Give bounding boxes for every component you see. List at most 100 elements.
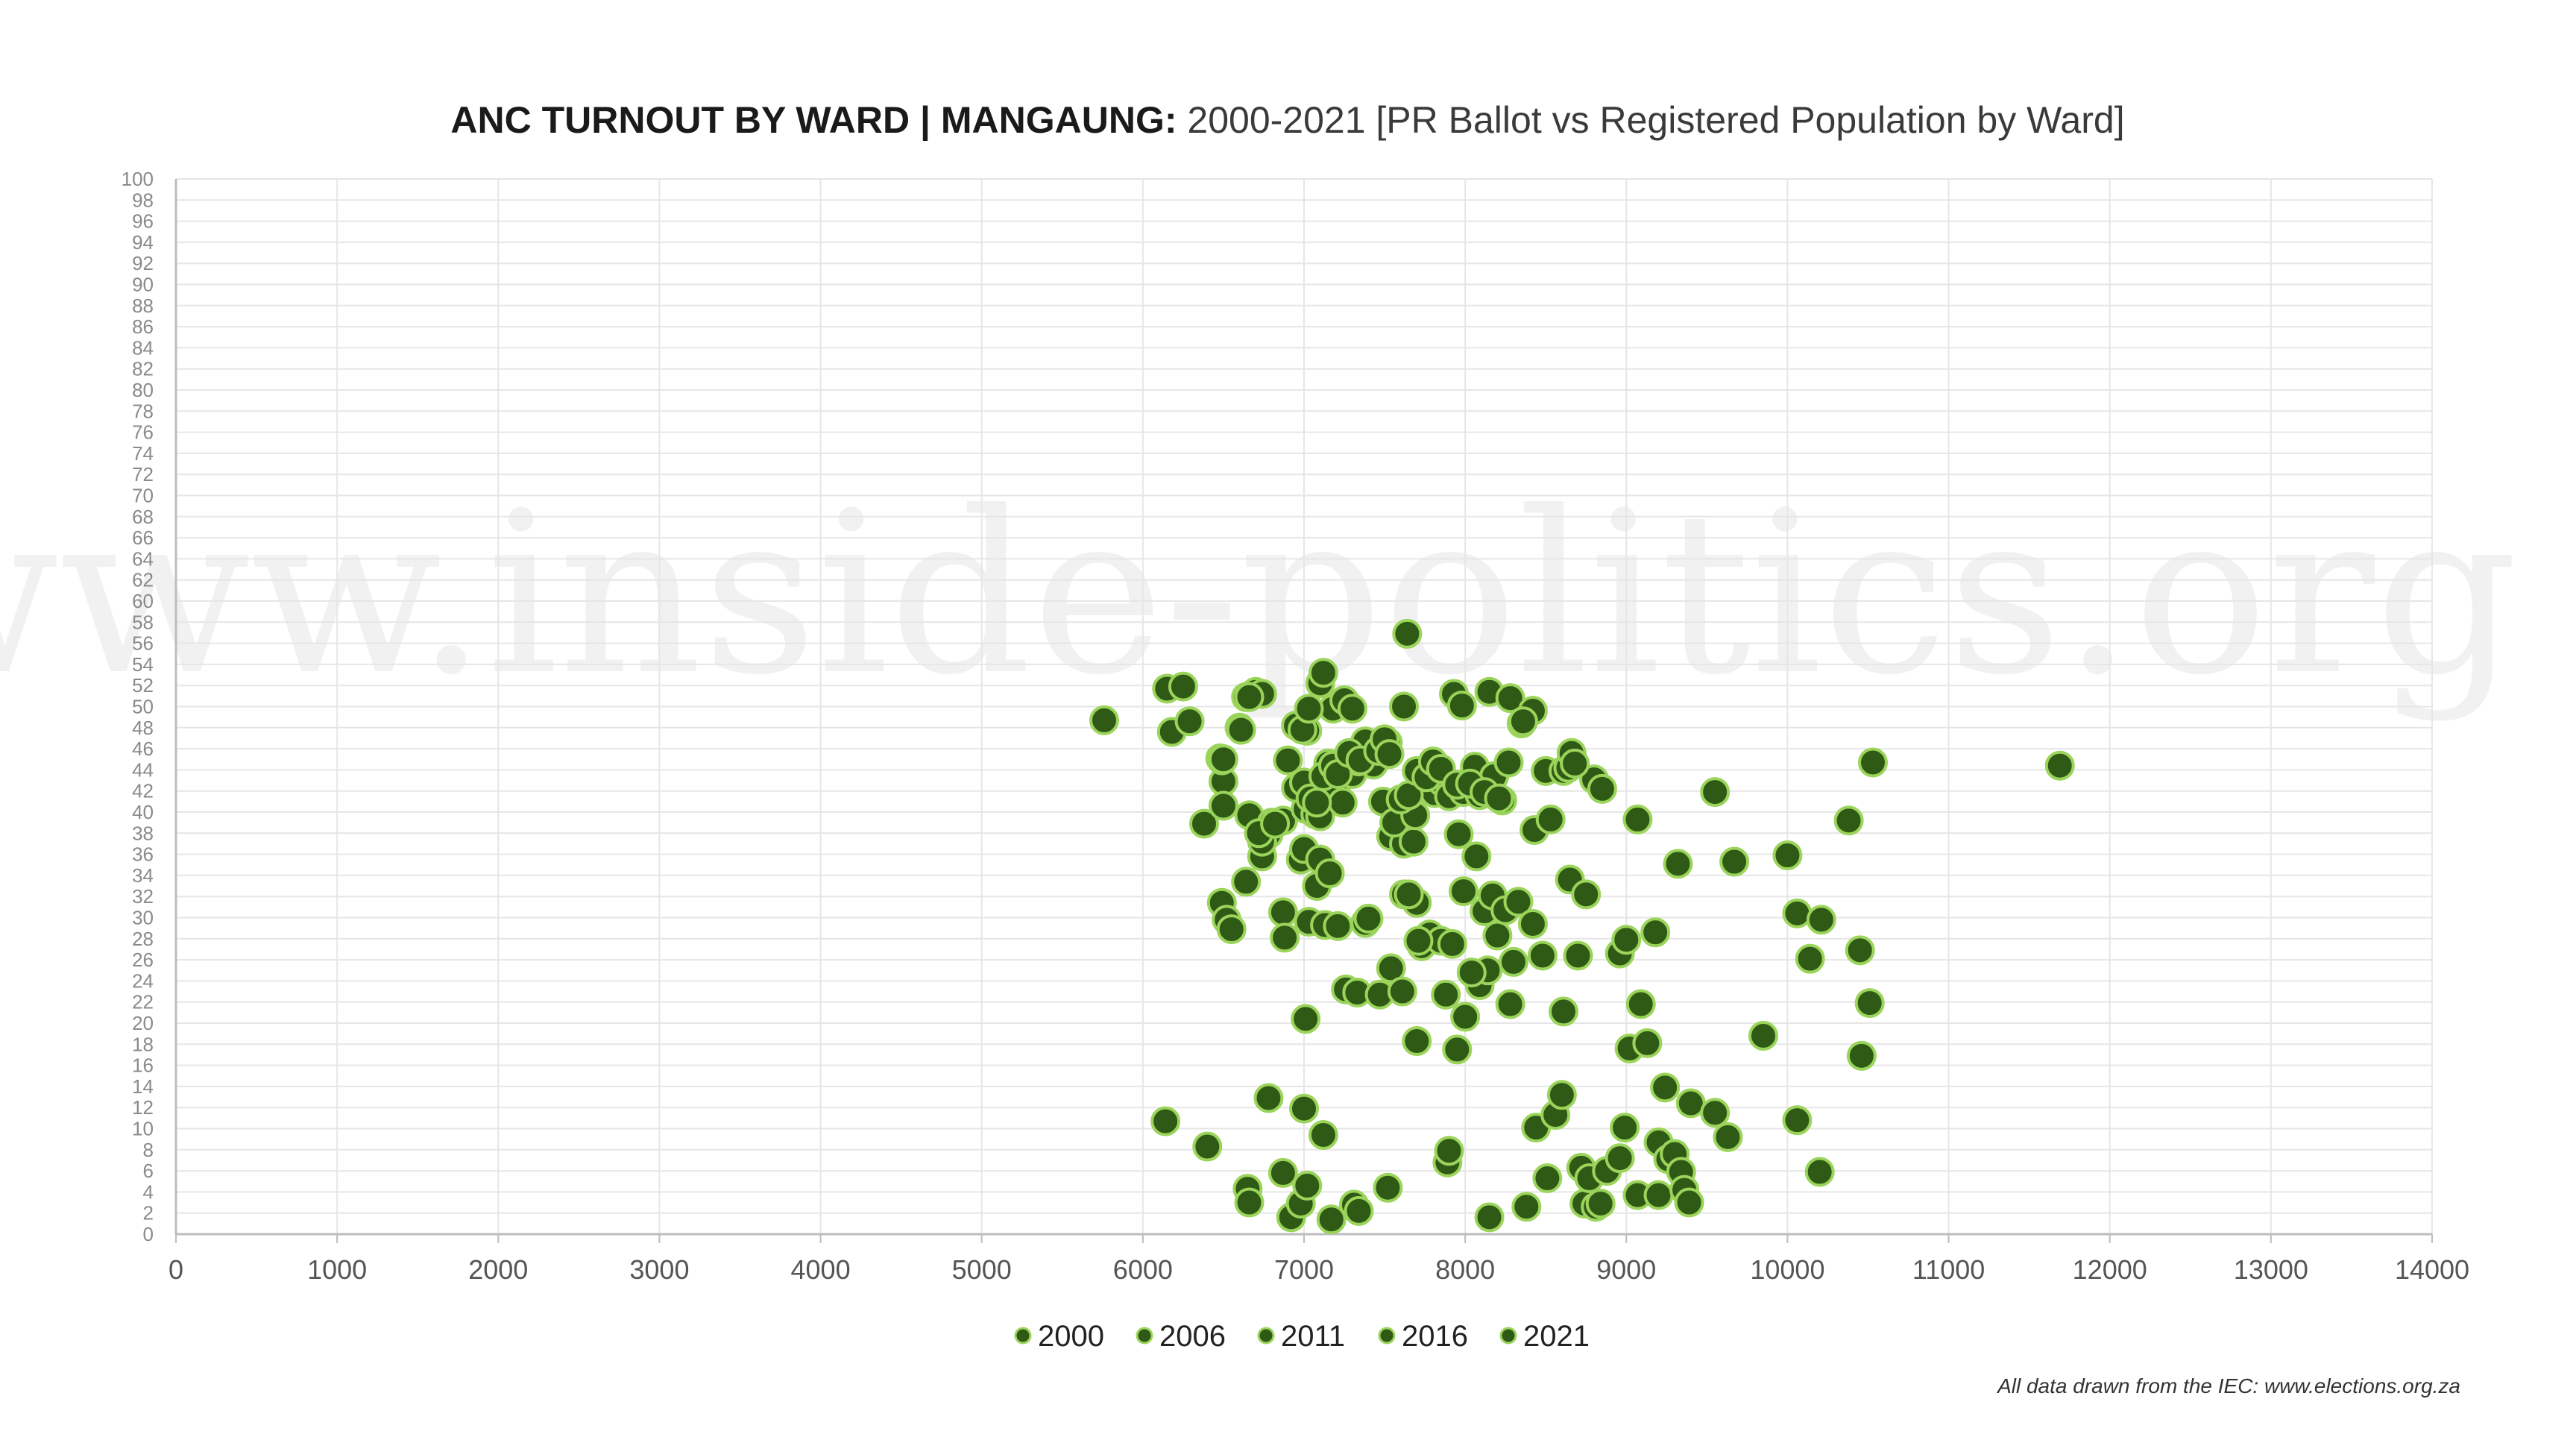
data-point-2011 [1495,989,1525,1019]
data-point-2006 [1292,1170,1323,1201]
y-tick-label: 88 [132,295,154,317]
data-point-2006 [1700,1098,1731,1128]
data-point-2011 [1376,953,1406,984]
y-tick-label: 10 [132,1118,154,1140]
y-tick-label: 78 [132,400,154,422]
data-point-2006 [1585,1188,1616,1219]
data-point-2011 [1442,1034,1473,1065]
data-point-2021 [1294,694,1324,724]
x-tick-label: 2000 [468,1254,528,1285]
y-tick-label: 66 [132,526,154,549]
y-tick-label: 12 [132,1096,154,1119]
legend-label: 2000 [1038,1320,1104,1353]
data-point-2011 [1772,840,1803,871]
y-tick-label: 76 [132,421,154,444]
y-tick-label: 70 [132,485,154,507]
data-point-2006 [1192,1131,1223,1162]
data-point-2006 [1253,1083,1284,1113]
data-point-2016 [1857,747,1888,778]
data-point-2006 [1804,1157,1835,1187]
y-axis-ticks: 0246810121416182022242628303234363840424… [122,168,154,1245]
x-tick-label: 11000 [1912,1254,1985,1285]
y-tick-label: 58 [132,611,154,633]
data-point-2021 [1234,682,1265,712]
data-point-2011 [1632,1028,1663,1058]
y-tick-label: 92 [132,252,154,274]
legend-marker [1378,1327,1396,1345]
legend-marker [1136,1327,1153,1345]
data-point-2016 [1833,805,1864,836]
data-point-2006 [1150,1106,1181,1136]
chart-title-bold: ANC TURNOUT BY WARD | MANGAUNG: [450,99,1177,142]
data-point-2016 [1226,714,1256,745]
y-tick-label: 28 [132,928,154,950]
y-tick-label: 22 [132,991,154,1013]
data-point-2011 [1402,1026,1432,1057]
y-tick-label: 56 [132,632,154,655]
data-point-2011 [1482,920,1513,951]
data-point-2011 [1443,819,1474,849]
data-point-2011 [1291,1004,1321,1034]
data-point-2006 [1316,1204,1347,1235]
data-point-2011 [1719,846,1750,877]
data-point-2011 [1663,849,1693,879]
data-point-2011 [1448,876,1478,907]
chart-title-rest: 2000-2021 [PR Ballot vs Registered Popul… [1177,99,2125,141]
y-tick-label: 26 [132,949,154,971]
data-point-2006 [1643,1180,1674,1210]
data-point-2011 [1845,935,1875,966]
x-tick-label: 6000 [1113,1254,1173,1285]
data-point-2000 [1168,671,1198,702]
data-point-2011 [1323,911,1353,941]
data-point-2021 [1456,958,1487,988]
data-point-2011 [1795,943,1825,974]
data-point-2016 [1622,804,1653,834]
legend-label: 2016 [1402,1320,1468,1353]
data-point-2006 [1650,1072,1681,1103]
y-tick-label: 48 [132,717,154,739]
y-tick-label: 62 [132,569,154,591]
legend-label: 2021 [1523,1320,1590,1353]
y-tick-label: 98 [132,189,154,211]
x-tick-label: 0 [169,1254,183,1285]
y-tick-label: 36 [132,843,154,866]
data-point-2011 [1403,925,1434,956]
y-tick-label: 60 [132,590,154,612]
data-point-2021 [1560,748,1590,779]
data-point-2011 [1314,858,1345,889]
data-point-2016 [1493,747,1524,778]
legend-marker [1014,1327,1032,1345]
data-point-2016 [1587,773,1617,804]
y-tick-label: 96 [132,210,154,233]
y-tick-label: 72 [132,463,154,485]
data-point-2011 [1846,1040,1877,1071]
data-point-2016 [1327,787,1358,818]
data-point-2021 [1260,808,1291,839]
data-point-2021 [1374,739,1405,770]
data-point-2006 [1532,1163,1563,1194]
y-tick-label: 32 [132,885,154,908]
data-point-2011 [1563,940,1593,971]
data-point-2011 [1782,898,1813,928]
x-tick-label: 3000 [629,1254,689,1285]
y-tick-label: 8 [143,1139,154,1161]
source-note: All data drawn from the IEC: www.electio… [1996,1374,2460,1397]
data-point-2011 [1231,867,1262,897]
x-tick-label: 5000 [952,1254,1012,1285]
data-point-2006 [1308,1119,1338,1150]
x-tick-label: 9000 [1596,1254,1656,1285]
y-tick-label: 24 [132,969,154,992]
x-tick-label: 4000 [791,1254,851,1285]
data-point-2011 [1748,1020,1779,1051]
data-point-2006 [1434,1136,1464,1166]
data-point-2016 [1700,777,1731,808]
y-tick-label: 4 [143,1180,154,1203]
data-point-2016 [1208,790,1238,821]
data-point-2006 [1289,1093,1319,1124]
legend-item-2006: 2006 [1136,1320,1226,1353]
x-tick-label: 14000 [2395,1254,2469,1285]
data-point-2011 [1548,996,1578,1027]
data-point-2006 [1605,1143,1635,1174]
data-point-2011 [1854,988,1885,1019]
